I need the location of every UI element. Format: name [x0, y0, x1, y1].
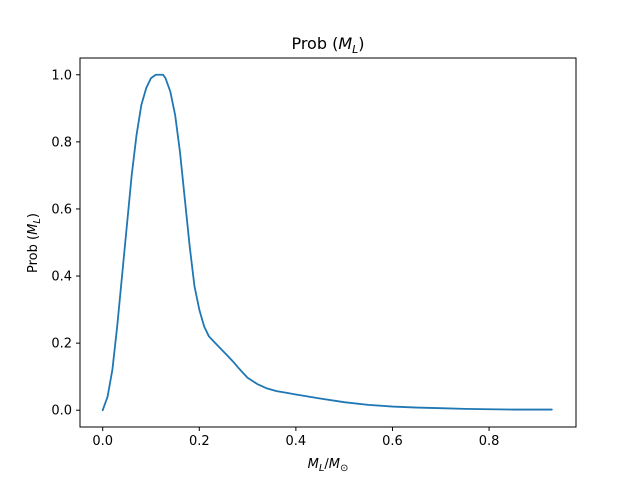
- y-tick-label: 0.4: [51, 270, 72, 285]
- x-tick-label: 0.4: [286, 434, 307, 449]
- x-tick-label: 0.8: [479, 434, 500, 449]
- series-line-0: [101, 73, 553, 412]
- y-tick-label: 0.6: [51, 202, 72, 217]
- chart-title: Prob (ML): [291, 34, 364, 56]
- x-tick-label: 0.2: [189, 434, 210, 449]
- y-tick-label: 1.0: [51, 68, 72, 83]
- y-tick-label: 0.8: [51, 135, 72, 150]
- y-tick-label: 0.0: [51, 404, 72, 419]
- plot-area: 0.0 0.2 0.4 0.6 0.8 0.0 0.2 0.4 0.6 0.8 1.0: [51, 57, 577, 449]
- x-tick-label: 0.6: [382, 434, 403, 449]
- axes-frame: [79, 57, 577, 428]
- x-tick-label: 0.0: [92, 434, 113, 449]
- y-axis-label: Prob (ML): [26, 213, 43, 273]
- x-axis-label: ML/M⊙: [308, 457, 349, 474]
- y-tick-label: 0.2: [51, 337, 72, 352]
